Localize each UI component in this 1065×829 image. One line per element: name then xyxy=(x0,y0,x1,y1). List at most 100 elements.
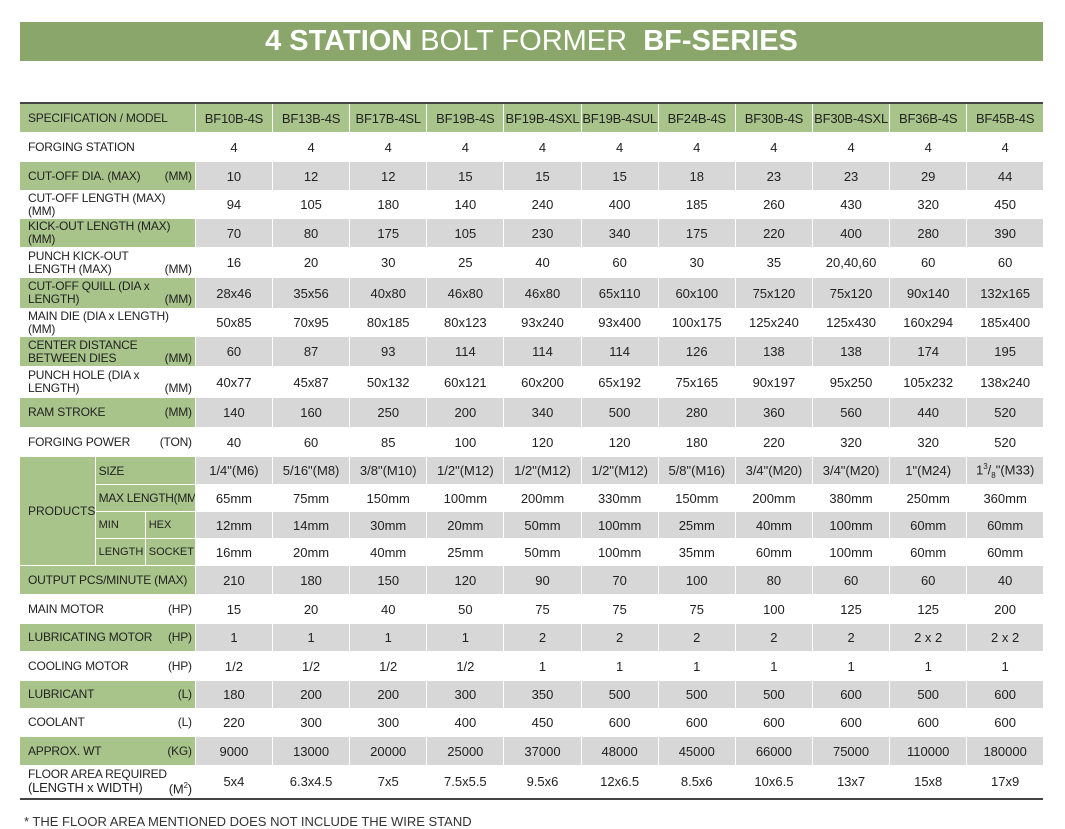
products-hex-value: 25mm xyxy=(658,511,736,539)
spec-value: 600 xyxy=(889,708,968,737)
spec-value: 44 xyxy=(966,161,1043,191)
spec-value: 40 xyxy=(503,247,582,278)
spec-label-wrap: LUBRICATING MOTOR (HP) xyxy=(28,631,192,644)
spec-value: 60x121 xyxy=(426,366,505,398)
products-size-value: 1"(M24) xyxy=(889,456,968,485)
spec-value: 360 xyxy=(735,397,813,428)
spec-value: 4 xyxy=(658,132,736,162)
products-socket-value: 35mm xyxy=(658,538,736,566)
spec-value: 200 xyxy=(426,397,505,428)
spec-value: 45000 xyxy=(658,736,736,766)
floor-area-value: 5x4 xyxy=(195,765,274,799)
spec-value: 185 xyxy=(658,190,736,219)
spec-value: 120 xyxy=(503,427,582,457)
spec-label-wrap: PUNCH KICK-OUT LENGTH (MAX) (MM) xyxy=(28,249,192,276)
spec-value: 105 xyxy=(426,218,505,248)
spec-value: 520 xyxy=(966,397,1043,428)
spec-value: 50x85 xyxy=(195,308,274,337)
spec-value: 75 xyxy=(658,594,736,624)
floor-area-value: 8.5x6 xyxy=(658,765,736,799)
spec-value: 40 xyxy=(966,565,1043,595)
spec-value: 220 xyxy=(195,708,274,737)
spec-value: 600 xyxy=(658,708,736,737)
products-maxlen-value: 200mm xyxy=(735,484,813,512)
floor-area-label: FLOOR AREA REQUIRED (LENGTH x WIDTH) xyxy=(28,768,167,795)
spec-value: 1 xyxy=(426,623,505,652)
spec-row: CENTER DISTANCE BETWEEN DIES (MM) 60 87 93 11… xyxy=(20,336,1043,367)
spec-label: PUNCH HOLE (DIA x LENGTH) xyxy=(28,368,140,395)
spec-value: 60 xyxy=(889,247,968,278)
spec-value: 30 xyxy=(349,247,428,278)
spec-label: KICK-OUT LENGTH (MAX)(MM) xyxy=(28,219,171,246)
spec-value: 100 xyxy=(658,565,736,595)
spec-value: 138 xyxy=(735,336,813,367)
size-rest: "(M33) xyxy=(995,461,1035,477)
spec-label-cell: FORGING STATION xyxy=(20,132,196,162)
spec-value: 90x140 xyxy=(889,277,968,309)
spec-value: 140 xyxy=(195,397,274,428)
spec-value: 10 xyxy=(195,161,274,191)
spec-value: 160x294 xyxy=(889,308,968,337)
spec-value: 120 xyxy=(426,565,505,595)
model-header: BF17B-4SL xyxy=(349,103,428,133)
spec-value: 280 xyxy=(658,397,736,428)
spec-label-cell: RAM STROKE (MM) xyxy=(20,397,196,428)
spec-value: 120 xyxy=(581,427,659,457)
spec-value: 2 xyxy=(812,623,891,652)
spec-row: APPROX. WT (KG) 9000 13000 20000 25000 37000 48… xyxy=(20,736,1043,766)
spec-value: 105 xyxy=(272,190,351,219)
spec-value: 23 xyxy=(812,161,891,191)
spec-value: 40 xyxy=(349,594,428,624)
spec-label: MAIN MOTOR xyxy=(28,601,104,616)
products-socket-value: 100mm xyxy=(812,538,891,566)
spec-value: 210 xyxy=(195,565,274,595)
spec-value: 45x87 xyxy=(272,366,351,398)
floor-area-row: FLOOR AREA REQUIRED (LENGTH x WIDTH) (M2) 5… xyxy=(20,765,1043,799)
spec-value: 220 xyxy=(735,427,813,457)
model-header: BF30B-4S xyxy=(735,103,813,133)
floor-area-value: 15x8 xyxy=(889,765,968,799)
products-size-value: 1/2"(M12) xyxy=(581,456,659,485)
spec-value: 20000 xyxy=(349,736,428,766)
spec-value: 320 xyxy=(812,427,891,457)
spec-row: MAIN MOTOR (HP) 15 20 40 50 75 75 75 100 125 125 200 xyxy=(20,594,1043,624)
products-socket-label: SOCKET xyxy=(145,538,196,566)
spec-label-wrap: FORGING POWER (TON) xyxy=(28,435,192,449)
spec-value: 125 xyxy=(812,594,891,624)
spec-label-wrap: CUT-OFF DIA. (MAX) (MM) xyxy=(28,169,192,183)
floor-area-label-cell: FLOOR AREA REQUIRED (LENGTH x WIDTH) (M2) xyxy=(20,765,196,799)
spec-value: 1/2 xyxy=(349,651,428,681)
products-maxlen-label: MAX LENGTH(MM) xyxy=(95,484,196,512)
products-label: PRODUCTS xyxy=(20,456,96,566)
spec-value: 600 xyxy=(812,708,891,737)
spec-value: 500 xyxy=(658,680,736,709)
spec-row: RAM STROKE (MM) 140 160 250 200 340 500 280 360 56… xyxy=(20,397,1043,428)
products-size-row: PRODUCTS SIZE 1/4"(M6) 5/16"(M8) 3/8"(M10) 1/… xyxy=(20,456,1043,566)
products-hex-value: 30mm xyxy=(349,511,428,539)
spec-value: 174 xyxy=(889,336,968,367)
spec-value: 28x46 xyxy=(195,277,274,309)
spec-value: 114 xyxy=(581,336,659,367)
products-maxlen-value: 75mm xyxy=(272,484,351,512)
spec-value: 1/2 xyxy=(195,651,274,681)
spec-value: 60x200 xyxy=(503,366,582,398)
spec-value: 125 xyxy=(889,594,968,624)
spec-unit: (HP) xyxy=(167,658,192,673)
spec-unit: (KG) xyxy=(167,743,192,758)
spec-value: 4 xyxy=(349,132,428,162)
spec-label-wrap: CUT-OFF QUILL (DIA x LENGTH) (MM) xyxy=(28,280,192,306)
spec-value: 23 xyxy=(735,161,813,191)
spec-value: 2 xyxy=(735,623,813,652)
model-header: BF10B-4S xyxy=(195,103,274,133)
spec-row: COOLANT (L) 220 300 300 400 450 600 600 600 600 600… xyxy=(20,708,1043,737)
floor-area-value: 13x7 xyxy=(812,765,891,799)
spec-value: 50x132 xyxy=(349,366,428,398)
spec-value: 15 xyxy=(503,161,582,191)
spec-value: 1 xyxy=(503,651,582,681)
spec-value: 65x192 xyxy=(581,366,659,398)
spec-value: 1 xyxy=(812,651,891,681)
spec-value: 37000 xyxy=(503,736,582,766)
spec-value: 180 xyxy=(195,680,274,709)
spec-value: 4 xyxy=(272,132,351,162)
